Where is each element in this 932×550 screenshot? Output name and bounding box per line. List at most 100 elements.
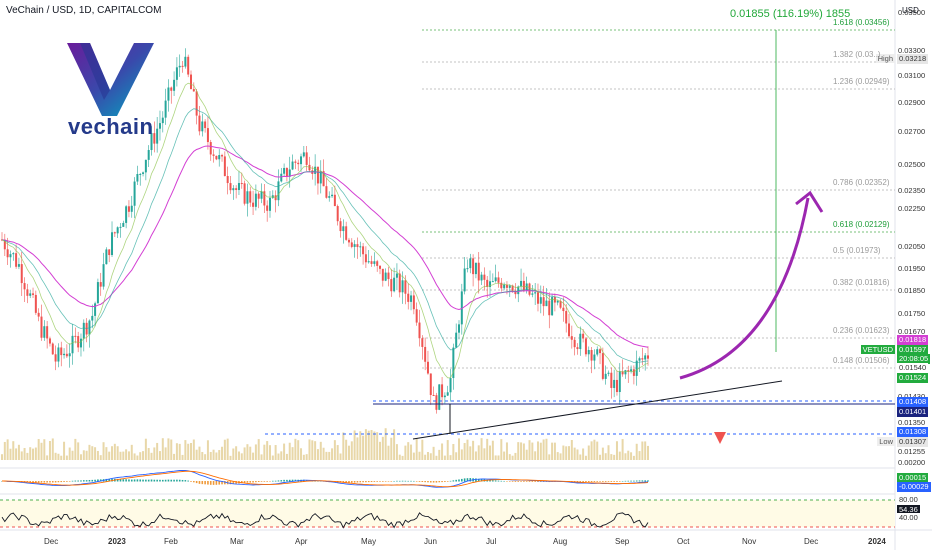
price-tag: 0.01401 xyxy=(897,407,929,417)
volume-bar xyxy=(266,441,269,460)
candle-body xyxy=(175,67,178,80)
candle-body xyxy=(534,292,537,294)
macd-histogram-bar xyxy=(432,481,435,483)
projection-arrow[interactable] xyxy=(679,197,810,380)
candle-body xyxy=(263,191,266,206)
volume-bar xyxy=(274,445,277,460)
volume-bar xyxy=(204,454,207,460)
candle-body xyxy=(280,173,283,182)
time-axis-label: Jul xyxy=(486,537,497,546)
volume-bar xyxy=(60,455,63,460)
volume-bar xyxy=(517,442,520,460)
volume-bar xyxy=(347,445,350,460)
vechain-wordmark: vechain xyxy=(68,114,154,139)
candle-body xyxy=(20,264,23,284)
candle-body xyxy=(455,332,458,348)
volume-bar xyxy=(40,442,43,460)
candle-body xyxy=(316,166,319,184)
candle-body xyxy=(294,161,297,163)
candle-body xyxy=(314,166,317,174)
macd-histogram-bar xyxy=(528,481,531,482)
arrow-head-icon xyxy=(795,190,824,213)
candlesticks xyxy=(1,48,649,414)
macd-histogram-bar xyxy=(71,480,74,482)
volume-bar xyxy=(88,444,91,460)
volume-bar xyxy=(522,443,525,460)
macd-histogram-bar xyxy=(116,478,119,482)
volume-bar xyxy=(328,451,331,460)
candle-body xyxy=(336,206,339,222)
symbol-title[interactable]: VeChain / USD, 1D, CAPITALCOM xyxy=(6,5,162,16)
volume-bar xyxy=(489,445,492,460)
ascending-trendline[interactable] xyxy=(412,380,783,440)
candle-body xyxy=(373,261,376,264)
time-axis-label: Jun xyxy=(424,537,437,546)
volume-bars xyxy=(1,428,649,460)
candle-body xyxy=(331,194,334,197)
candle-body xyxy=(587,350,590,355)
volume-bar xyxy=(322,447,325,460)
macd-histogram-bar xyxy=(74,480,77,482)
macd-histogram-bar xyxy=(80,480,82,482)
volume-bar xyxy=(170,439,173,460)
candle-body xyxy=(390,279,393,292)
volume-bar xyxy=(531,442,534,460)
fibonacci-extension[interactable] xyxy=(422,29,895,369)
candle-body xyxy=(212,154,215,156)
volume-bar xyxy=(350,441,353,460)
macd-histogram-bar xyxy=(463,478,466,482)
candle-body xyxy=(342,226,345,232)
candle-body xyxy=(435,395,438,410)
candle-body xyxy=(99,282,102,287)
candle-body xyxy=(621,371,624,375)
volume-bar xyxy=(302,454,305,460)
volume-bar xyxy=(568,446,571,460)
volume-bar xyxy=(395,444,398,460)
volume-bar xyxy=(435,455,438,460)
candle-body xyxy=(71,335,74,354)
candle-body xyxy=(395,273,398,278)
candle-body xyxy=(472,258,475,275)
macd-histogram-bar xyxy=(350,481,353,483)
volume-bar xyxy=(316,449,319,460)
volume-bar xyxy=(1,454,3,460)
candle-body xyxy=(60,347,63,356)
rsi-line xyxy=(1,512,649,529)
candle-body xyxy=(376,261,379,266)
volume-bar xyxy=(455,452,458,460)
candle-body xyxy=(246,191,249,204)
macd-histogram-bar xyxy=(252,481,254,483)
down-triangle-icon xyxy=(714,432,726,444)
macd-histogram-bar xyxy=(291,479,294,482)
price-tag-side-label: Low xyxy=(877,437,895,446)
macd-histogram-bar xyxy=(404,480,407,482)
volume-bar xyxy=(429,453,432,460)
candle-body xyxy=(474,262,477,275)
price-tag: 0.03218 xyxy=(897,54,929,64)
candle-body xyxy=(229,183,232,191)
rsi-band xyxy=(0,500,895,527)
candle-body xyxy=(562,307,565,312)
volume-bar xyxy=(438,449,441,460)
candle-body xyxy=(457,324,460,333)
volume-bar xyxy=(474,451,477,460)
macd-histogram-bar xyxy=(176,479,178,482)
volume-bar xyxy=(82,450,85,460)
macd-histogram-bar xyxy=(187,480,189,482)
candle-body xyxy=(410,295,413,302)
macd-histogram-bar xyxy=(525,481,528,482)
macd-histogram-bar xyxy=(506,481,508,482)
price-tick: 0.03500 xyxy=(898,8,926,17)
volume-bar xyxy=(412,452,415,460)
candle-body xyxy=(384,272,387,281)
volume-bar xyxy=(156,442,159,460)
macd-histogram-bar xyxy=(150,479,153,482)
volume-bar xyxy=(627,450,630,460)
volume-bar xyxy=(26,452,29,460)
macd-histogram-bar xyxy=(257,481,260,483)
macd-pane xyxy=(1,469,649,488)
price-tick: 0.01950 xyxy=(898,264,926,273)
candle-body xyxy=(26,289,29,296)
macd-histogram-bar xyxy=(83,480,85,482)
